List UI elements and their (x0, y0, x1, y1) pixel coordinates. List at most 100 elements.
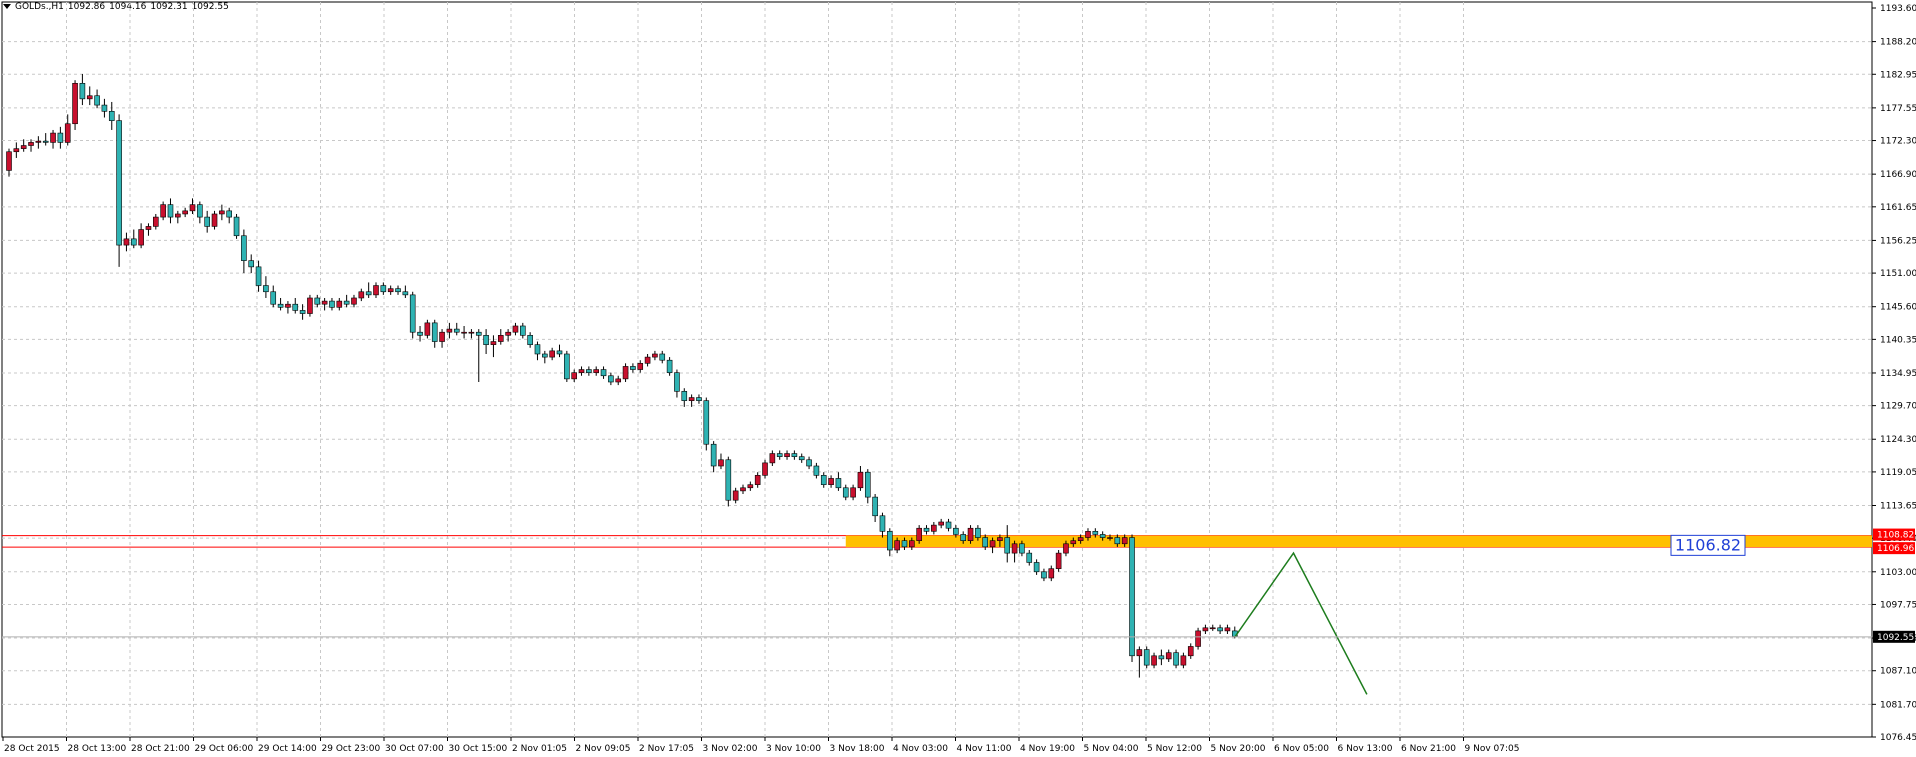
x-tick-label: 6 Nov 05:00 (1274, 744, 1329, 754)
candle-body (622, 366, 629, 380)
y-tick-label: 1087.10 (1880, 667, 1916, 677)
candle-body (857, 471, 864, 489)
candle-body (1180, 655, 1187, 666)
candle-body (549, 350, 555, 358)
candle-body (307, 297, 313, 314)
y-tick-label: 1134.95 (1880, 369, 1916, 379)
candle-body (50, 132, 56, 143)
plot-frame (1, 1, 1873, 738)
candle-body (343, 300, 350, 305)
candle-body (94, 95, 100, 106)
candle-body (1195, 630, 1201, 647)
x-tick-label: 29 Oct 23:00 (322, 744, 381, 754)
candle-body (923, 527, 930, 532)
candle-body (615, 378, 622, 383)
candle-body (285, 303, 291, 308)
candle-body (1041, 571, 1047, 579)
candle-body (659, 353, 666, 361)
candle-body (872, 496, 878, 517)
x-tick-label: 2 Nov 01:05 (512, 744, 567, 754)
candle-body (534, 344, 541, 355)
candle-body (644, 356, 651, 364)
candle-body (608, 375, 614, 383)
candle-body (167, 204, 174, 218)
x-tick-label: 4 Nov 03:00 (893, 744, 948, 754)
x-tick-label: 28 Oct 13:00 (68, 744, 127, 754)
candle-body (446, 328, 453, 333)
y-tick-label: 1177.55 (1880, 104, 1916, 114)
candle-body (879, 515, 886, 532)
x-tick-label: 2 Nov 09:05 (576, 744, 631, 754)
y-tick-label: 1151.00 (1880, 269, 1916, 279)
candle-body (182, 210, 188, 215)
y-tick-label: 1166.90 (1880, 170, 1916, 180)
y-tick-label: 1140.35 (1880, 335, 1916, 345)
candle-body (1019, 543, 1025, 554)
candle-body (703, 400, 710, 445)
candle-body (1224, 627, 1231, 632)
candle-body (556, 350, 563, 355)
candle-body (241, 235, 247, 261)
candle-body (527, 335, 533, 345)
x-tick-label: 28 Oct 2015 (4, 744, 60, 754)
candle-body (1114, 537, 1121, 545)
y-tick-label: 1188.20 (1880, 38, 1916, 48)
x-tick-label: 3 Nov 18:00 (830, 744, 885, 754)
candle-body (1173, 652, 1179, 666)
y-tick-label: 1097.75 (1880, 600, 1916, 610)
candle-body (270, 291, 277, 305)
candle-body (571, 372, 577, 380)
candle-body (1011, 543, 1018, 554)
candle-body (1077, 537, 1084, 541)
zone-upper-tag: 1108.82 (1877, 531, 1914, 541)
candle-body (35, 140, 42, 143)
candle-body (630, 366, 636, 370)
candle-body (226, 210, 232, 218)
current-price-tag-bg (1873, 630, 1915, 643)
candle-body (666, 359, 673, 373)
candle-body (263, 285, 269, 293)
y-tick-label: 1161.65 (1880, 203, 1916, 213)
candle-body (211, 213, 218, 227)
dropdown-triangle-icon[interactable] (3, 4, 11, 9)
y-tick-label: 1113.65 (1880, 502, 1916, 512)
y-tick-label: 1103.00 (1880, 568, 1916, 578)
candle-body (314, 297, 321, 305)
candle-body (586, 369, 592, 373)
ohlc-low: 1092.31 (150, 2, 188, 12)
candle-body (321, 300, 328, 305)
candle-body (747, 484, 754, 489)
candle-body (784, 453, 790, 457)
candle-body (1107, 537, 1113, 539)
candle-body (997, 537, 1003, 541)
candle-body (1209, 627, 1216, 630)
candle-body (365, 291, 372, 296)
candle-body (461, 331, 467, 334)
candle-body (402, 291, 409, 296)
candle-body (329, 300, 335, 308)
candle-body (395, 288, 401, 293)
candle-body (1136, 649, 1143, 657)
candle-body (292, 303, 299, 311)
x-tick-label: 9 Nov 07:05 (1465, 744, 1520, 754)
candle-body (497, 335, 504, 342)
candle-body (28, 142, 34, 146)
candle-body (931, 524, 937, 532)
candle-body (1187, 646, 1194, 657)
candle-body (909, 540, 915, 548)
candle-body (710, 443, 717, 467)
y-tick-label: 1172.30 (1880, 137, 1916, 147)
y-tick-label: 1076.45 (1880, 733, 1916, 743)
candle-body (130, 238, 137, 246)
candle-body (277, 303, 284, 308)
candle-body (189, 204, 196, 212)
candle-body (938, 521, 944, 526)
candle-body (696, 397, 702, 401)
candle-body (960, 534, 967, 541)
candle-body (578, 369, 585, 373)
candle-body (806, 459, 812, 467)
candle-body (600, 369, 607, 377)
x-tick-label: 3 Nov 02:00 (703, 744, 758, 754)
